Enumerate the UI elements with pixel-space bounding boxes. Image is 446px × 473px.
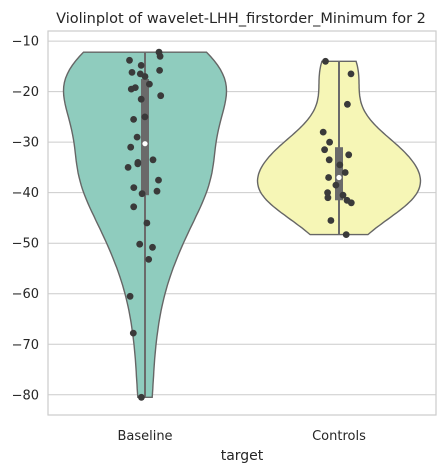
- plot-frame: [47, 30, 437, 416]
- data-point: [344, 100, 351, 108]
- x-axis-ticks: Baseline Controls: [117, 429, 366, 444]
- violins: [62, 51, 422, 398]
- y-tick-label: −10: [12, 35, 39, 50]
- data-point: [138, 190, 146, 198]
- data-point: [141, 73, 149, 80]
- data-point: [127, 85, 135, 93]
- data-point: [321, 146, 328, 154]
- data-point: [128, 69, 136, 76]
- y-tick-label: −40: [12, 186, 39, 201]
- data-point: [137, 95, 145, 103]
- y-tick-label: −60: [12, 287, 39, 302]
- y-axis-ticks: −10 −20 −30 −40 −50 −60 −70 −80: [12, 35, 39, 404]
- median-marker: [142, 141, 148, 147]
- chart-title: Violinplot of wavelet-LHH_firstorder_Min…: [56, 11, 426, 27]
- data-point: [156, 52, 164, 60]
- y-tick-label: −50: [12, 237, 39, 252]
- y-tick-label: −70: [12, 338, 39, 353]
- data-point: [136, 240, 144, 248]
- data-point: [326, 138, 333, 146]
- data-point: [322, 57, 329, 65]
- data-point: [127, 143, 135, 151]
- data-point: [324, 189, 331, 197]
- x-tick-label: Controls: [312, 429, 366, 444]
- x-axis-label: target: [221, 448, 264, 464]
- data-point: [133, 133, 141, 141]
- data-point: [146, 80, 153, 88]
- data-point: [336, 161, 344, 169]
- data-point: [145, 256, 153, 263]
- data-point: [130, 184, 138, 192]
- data-point: [155, 176, 162, 184]
- data-point: [153, 187, 161, 195]
- data-point: [141, 113, 149, 121]
- data-point: [126, 292, 134, 300]
- data-point: [124, 164, 132, 171]
- data-point: [149, 156, 157, 164]
- data-point: [130, 116, 138, 123]
- data-point: [138, 393, 145, 401]
- data-point: [347, 70, 355, 78]
- data-point: [342, 231, 350, 239]
- data-point: [149, 243, 156, 251]
- data-point: [324, 194, 332, 202]
- iqr-box: [141, 79, 149, 196]
- data-point: [341, 169, 349, 176]
- x-tick-label: Baseline: [117, 429, 172, 444]
- data-point: [319, 128, 327, 136]
- data-point: [157, 92, 165, 100]
- data-point: [143, 219, 151, 227]
- data-point: [129, 329, 137, 337]
- data-point: [339, 191, 347, 199]
- data-point: [345, 151, 353, 159]
- data-point: [134, 160, 142, 168]
- median-marker: [336, 174, 342, 181]
- data-point: [332, 181, 340, 189]
- y-tick-label: −20: [12, 85, 39, 100]
- data-point: [137, 62, 145, 69]
- data-point: [156, 67, 164, 74]
- iqr-box: [335, 147, 343, 201]
- data-point: [130, 203, 138, 211]
- y-tick-label: −80: [12, 388, 39, 403]
- y-tick-label: −30: [12, 136, 39, 151]
- data-point: [126, 56, 133, 64]
- data-point: [325, 156, 333, 164]
- data-point: [347, 199, 355, 207]
- data-point: [327, 217, 335, 224]
- points: [124, 48, 355, 401]
- data-point: [325, 174, 332, 181]
